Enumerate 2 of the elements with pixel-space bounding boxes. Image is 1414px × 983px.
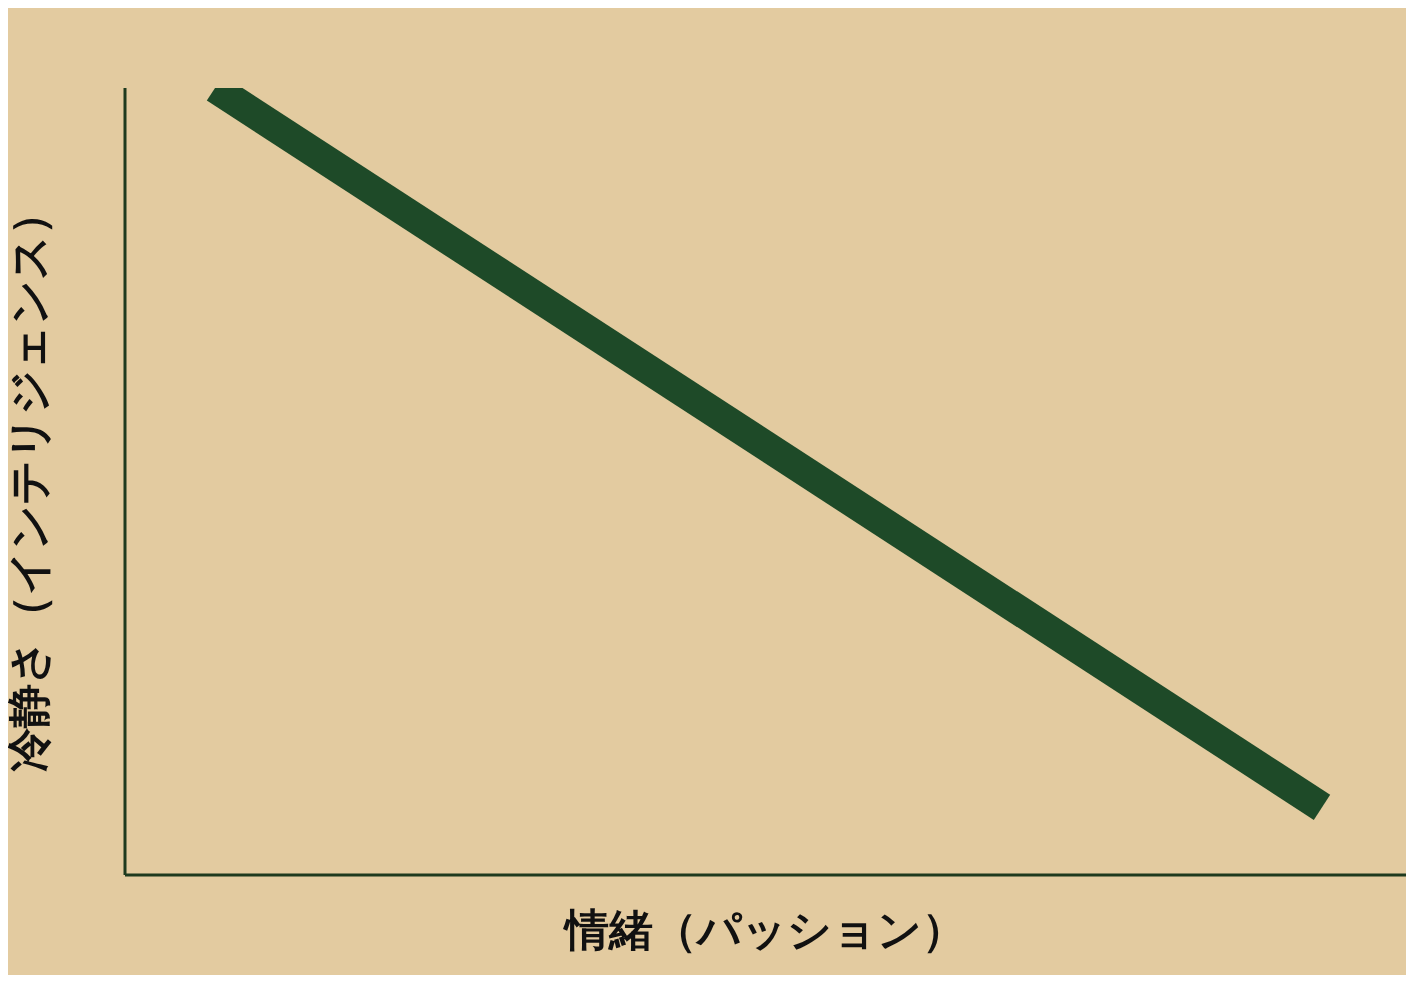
x-axis-title: 情緒（パッション）: [563, 904, 966, 955]
y-axis-title: 冷静さ（インテリジェンス）: [2, 191, 54, 772]
